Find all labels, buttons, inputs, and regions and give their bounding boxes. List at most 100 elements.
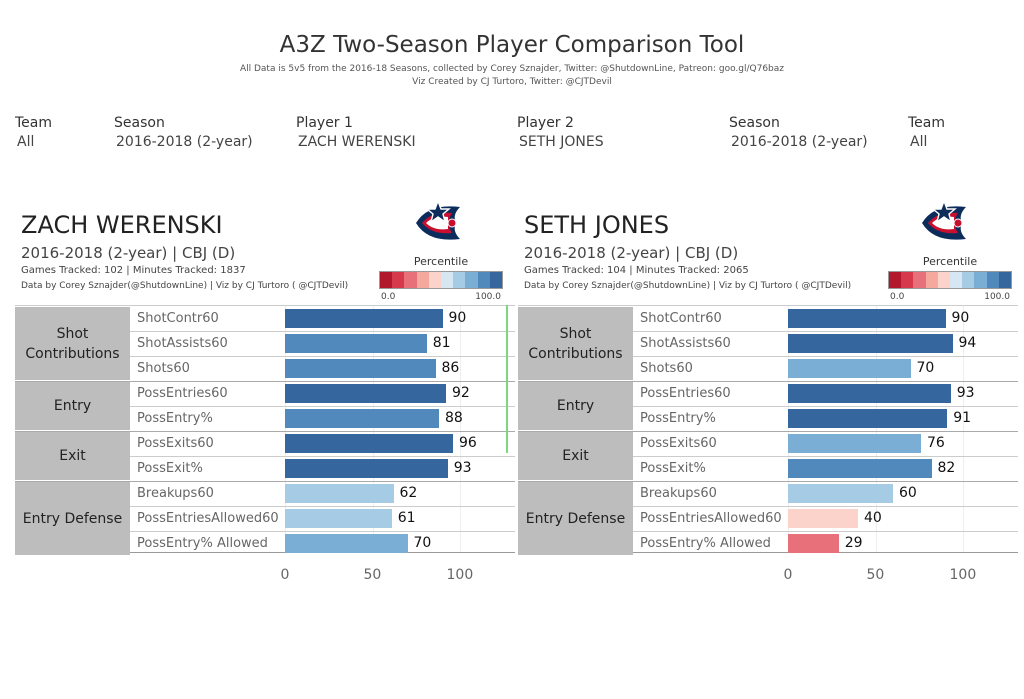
season-filter-2-value[interactable]: 2016-2018 (2-year): [731, 134, 868, 150]
player1-filter[interactable]: Player 1 ZACH WERENSKI: [296, 115, 416, 150]
bar-shotassists60: [285, 334, 427, 353]
player2-filter-value[interactable]: SETH JONES: [519, 134, 604, 150]
metric-label: PossExits60: [640, 436, 717, 451]
bar-value-label: 91: [953, 410, 972, 426]
metric-label: PossEntries60: [640, 386, 731, 401]
legend-max-label: 100.0: [984, 292, 1010, 302]
percentile-legend: Percentile 0.0 100.0: [888, 255, 1012, 302]
bar-possexit-: [788, 459, 932, 478]
category-label: Entry: [518, 382, 633, 430]
metric-label: PossEntries60: [137, 386, 228, 401]
metric-label: Shots60: [640, 361, 693, 376]
row-separator: [130, 506, 515, 507]
legend-swatch: [416, 272, 429, 288]
bar-value-label: 96: [459, 435, 477, 451]
metric-label: PossEntriesAllowed60: [137, 511, 279, 526]
bar-value-label: 61: [397, 510, 416, 526]
legend-swatch: [937, 272, 951, 288]
legend-swatch: [392, 272, 405, 288]
games-tracked: Games Tracked: 104 | Minutes Tracked: 20…: [524, 265, 749, 276]
legend-min-label: 0.0: [381, 292, 396, 302]
team-filter-1-label: Team: [15, 115, 53, 131]
metric-label: ShotContr60: [137, 311, 219, 326]
bar-breakups60: [285, 484, 394, 503]
season-filter-1-value[interactable]: 2016-2018 (2-year): [116, 134, 253, 150]
legend-swatch: [998, 272, 1012, 288]
data-credit: Data by Corey Sznajder(@ShutdownLine) | …: [21, 281, 349, 291]
metric-label: PossEntriesAllowed60: [640, 511, 782, 526]
bar-possentry-allowed: [285, 534, 408, 553]
bar-chart-grid: Shot Contributions ShotContr60 90 ShotAssis…: [15, 305, 515, 555]
bar-value-label: 93: [956, 385, 975, 401]
bar-breakups60: [788, 484, 893, 503]
row-separator: [130, 356, 515, 357]
category-label: Shot Contributions: [518, 307, 633, 380]
player1-panel: ZACH WERENSKI 2016-2018 (2-year) | CBJ (D…: [15, 195, 515, 595]
metric-label: PossExit%: [137, 461, 203, 476]
player-name: ZACH WERENSKI: [21, 211, 223, 239]
legend-swatch: [428, 272, 442, 288]
row-separator: [130, 531, 515, 532]
player2-panel: SETH JONES 2016-2018 (2-year) | CBJ (D) Ga…: [518, 195, 1018, 595]
legend-swatch: [974, 272, 987, 288]
row-separator: [633, 356, 1018, 357]
x-axis-tick: 0: [783, 567, 793, 583]
category-separator: [518, 381, 1018, 382]
metric-label: Shots60: [137, 361, 190, 376]
legend-swatch: [962, 272, 975, 288]
team-filter-1[interactable]: Team All: [15, 115, 52, 150]
legend-swatch: [404, 272, 417, 288]
bar-shotcontr60: [285, 309, 443, 328]
bar-value-label: 60: [899, 485, 917, 501]
team-filter-2-label: Team: [908, 115, 946, 131]
metric-label: PossExit%: [640, 461, 706, 476]
team-filter-1-value[interactable]: All: [17, 134, 35, 150]
legend-ticks: 0.0 100.0: [888, 292, 1012, 302]
player1-filter-value[interactable]: ZACH WERENSKI: [298, 134, 416, 150]
legend-swatch: [986, 272, 999, 288]
metric-label: PossEntry%: [640, 411, 716, 426]
legend-swatch: [901, 272, 914, 288]
legend-swatch: [489, 272, 503, 288]
bar-value-label: 94: [958, 335, 977, 351]
gridline: [963, 306, 964, 552]
category-separator: [15, 381, 515, 382]
row-separator: [633, 406, 1018, 407]
legend-ticks: 0.0 100.0: [379, 292, 503, 302]
bar-possentry-: [788, 409, 948, 428]
legend-swatch: [889, 272, 902, 288]
x-axis-tick: 50: [866, 567, 885, 583]
bar-possexit-: [285, 459, 448, 478]
category-label: Shot Contributions: [15, 307, 130, 380]
bar-possentry-: [285, 409, 439, 428]
metric-label: Breakups60: [137, 486, 214, 501]
team-filter-2-value[interactable]: All: [910, 134, 928, 150]
data-credit: Data by Corey Sznajder(@ShutdownLine) | …: [524, 281, 852, 291]
category-separator: [518, 431, 1018, 432]
bar-possentriesallowed60: [788, 509, 858, 528]
category-label: Exit: [15, 432, 130, 480]
legend-title: Percentile: [413, 255, 469, 268]
row-separator: [130, 406, 515, 407]
percentile-legend: Percentile 0.0 100.0: [379, 255, 503, 302]
bar-possexits60: [788, 434, 921, 453]
bar-value-label: 92: [452, 385, 470, 401]
legend-color-scale: [888, 271, 1012, 289]
row-separator: [633, 531, 1018, 532]
season-filter-1[interactable]: Season 2016-2018 (2-year): [114, 115, 253, 150]
player2-filter[interactable]: Player 2 SETH JONES: [517, 115, 604, 150]
legend-swatch: [925, 272, 938, 288]
team-logo-icon: [408, 197, 468, 249]
bar-value-label: 81: [432, 335, 451, 351]
player2-filter-label: Player 2: [517, 115, 574, 131]
team-filter-2[interactable]: Team All: [908, 115, 945, 150]
row-separator: [633, 506, 1018, 507]
category-label: Entry: [15, 382, 130, 430]
legend-max-label: 100.0: [475, 292, 501, 302]
gridline: [875, 306, 877, 552]
bar-value-label: 82: [937, 460, 956, 476]
metric-label: PossEntry% Allowed: [137, 536, 268, 551]
row-separator: [130, 456, 515, 457]
season-filter-2[interactable]: Season 2016-2018 (2-year): [729, 115, 868, 150]
metric-label: ShotAssists60: [640, 336, 731, 351]
